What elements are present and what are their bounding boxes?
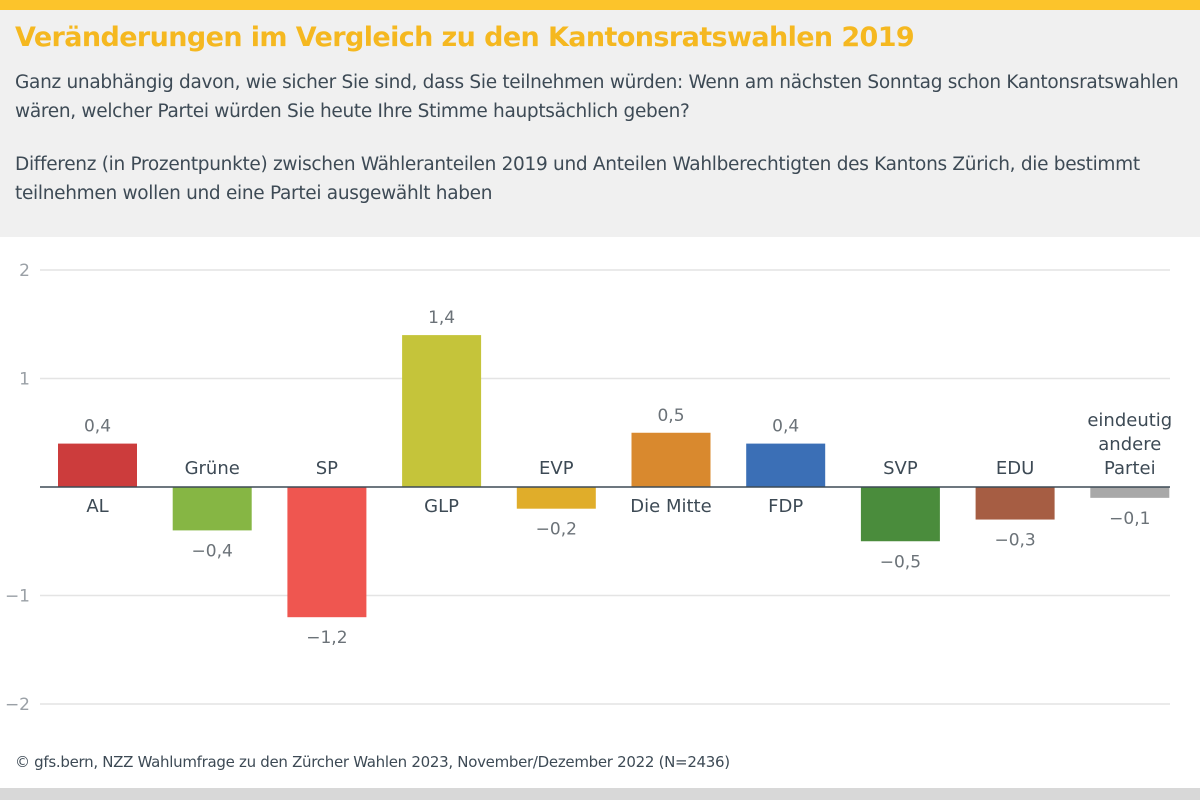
bar-chart: 2 1 −1 −2 0,4 AL −0,4 Grüne −1,2 SP 1,4 GLP −0,2 EVP 0… — [5, 261, 1172, 715]
y-tick-label: 1 — [19, 370, 30, 390]
y-tick-label: 2 — [19, 261, 30, 281]
category-label: Grüne — [185, 458, 240, 479]
bar — [1090, 487, 1170, 498]
value-label: −0,4 — [192, 541, 233, 561]
category-label: GLP — [424, 496, 459, 517]
chart-title: Veränderungen im Vergleich zu den Kanton… — [15, 22, 915, 53]
description-text: Differenz (in Prozentpunkte) zwischen Wä… — [15, 154, 1140, 204]
category-label: SVP — [883, 458, 918, 479]
bar — [402, 335, 482, 487]
y-tick-label: −1 — [5, 587, 30, 607]
category-label: EVP — [539, 458, 574, 479]
value-label: −0,2 — [536, 520, 577, 540]
value-label: 0,5 — [657, 406, 684, 426]
y-tick-label: −2 — [5, 695, 30, 715]
bar — [860, 487, 940, 542]
value-label: −0,1 — [1109, 509, 1150, 529]
footer-bar — [0, 788, 1200, 800]
category-label: FDP — [768, 496, 803, 517]
question-text: Ganz unabhängig davon, wie sicher Sie si… — [15, 72, 1179, 122]
value-label: 1,4 — [428, 308, 455, 328]
bar — [631, 432, 711, 487]
category-label: eindeutig andere Partei — [1087, 410, 1172, 479]
bar — [58, 443, 137, 487]
category-label: Die Mitte — [630, 496, 711, 517]
value-label: 0,4 — [84, 417, 111, 437]
header — [0, 10, 1200, 237]
value-label: −0,5 — [880, 552, 921, 572]
bar — [975, 487, 1055, 520]
bar — [172, 487, 252, 531]
bar — [287, 487, 367, 618]
source-note: © gfs.bern, NZZ Wahlumfrage zu den Zürch… — [15, 753, 730, 771]
accent-bar — [0, 0, 1200, 10]
category-label: AL — [86, 496, 108, 517]
value-label: 0,4 — [772, 417, 799, 437]
bar — [746, 443, 826, 487]
category-label: EDU — [996, 458, 1034, 479]
value-label: −1,2 — [306, 628, 347, 648]
category-label: SP — [316, 458, 338, 479]
bar — [516, 487, 596, 509]
value-label: −0,3 — [994, 531, 1035, 551]
